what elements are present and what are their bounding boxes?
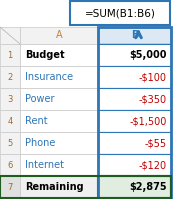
Bar — [0, 88, 20, 110]
Bar — [0, 110, 20, 132]
Bar — [98, 110, 171, 132]
Text: 1: 1 — [7, 51, 13, 60]
Text: Remaining: Remaining — [25, 182, 84, 192]
Bar — [0, 154, 20, 176]
Bar — [20, 176, 98, 198]
Bar — [98, 154, 171, 176]
Bar — [0, 27, 20, 44]
Bar — [0, 44, 20, 66]
Text: 6: 6 — [7, 161, 13, 170]
Text: 2: 2 — [7, 72, 13, 82]
Bar — [98, 44, 171, 66]
Text: Phone: Phone — [25, 138, 55, 148]
Bar — [0, 132, 20, 154]
Bar — [20, 27, 98, 44]
Bar — [98, 27, 171, 198]
Bar — [0, 176, 20, 198]
Text: B: B — [131, 30, 138, 41]
Bar — [70, 1, 170, 25]
Text: =SUM(B1:B6): =SUM(B1:B6) — [85, 8, 155, 18]
Bar — [20, 110, 98, 132]
Text: -$120: -$120 — [139, 160, 167, 170]
Text: Budget: Budget — [25, 50, 65, 60]
Text: $2,875: $2,875 — [129, 182, 167, 192]
Bar — [98, 27, 171, 44]
Bar — [20, 66, 98, 88]
Bar — [98, 66, 171, 88]
Text: 7: 7 — [7, 182, 13, 191]
Text: -$100: -$100 — [139, 72, 167, 82]
Text: 4: 4 — [7, 116, 13, 126]
Text: -$350: -$350 — [139, 94, 167, 104]
Bar — [20, 88, 98, 110]
Bar — [0, 66, 20, 88]
Text: -$1,500: -$1,500 — [130, 116, 167, 126]
Bar — [20, 132, 98, 154]
Bar — [98, 88, 171, 110]
Bar — [98, 176, 171, 198]
Text: Insurance: Insurance — [25, 72, 73, 82]
Text: Internet: Internet — [25, 160, 64, 170]
Text: 5: 5 — [7, 139, 13, 147]
Text: $5,000: $5,000 — [129, 50, 167, 60]
Text: -$55: -$55 — [145, 138, 167, 148]
Text: Rent: Rent — [25, 116, 48, 126]
Bar — [98, 132, 171, 154]
Bar — [20, 44, 98, 66]
Text: 3: 3 — [7, 95, 13, 103]
Bar — [0, 176, 171, 198]
Text: Power: Power — [25, 94, 54, 104]
Text: A: A — [56, 30, 62, 41]
Bar — [20, 154, 98, 176]
